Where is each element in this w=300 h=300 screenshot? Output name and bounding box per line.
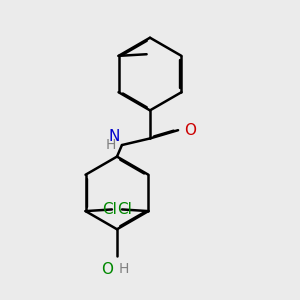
Text: N: N <box>109 129 120 144</box>
Text: H: H <box>118 262 129 276</box>
Text: Cl: Cl <box>117 202 132 217</box>
Text: H: H <box>106 138 116 152</box>
Text: O: O <box>101 262 113 277</box>
Text: O: O <box>184 123 196 138</box>
Text: Cl: Cl <box>102 202 117 217</box>
